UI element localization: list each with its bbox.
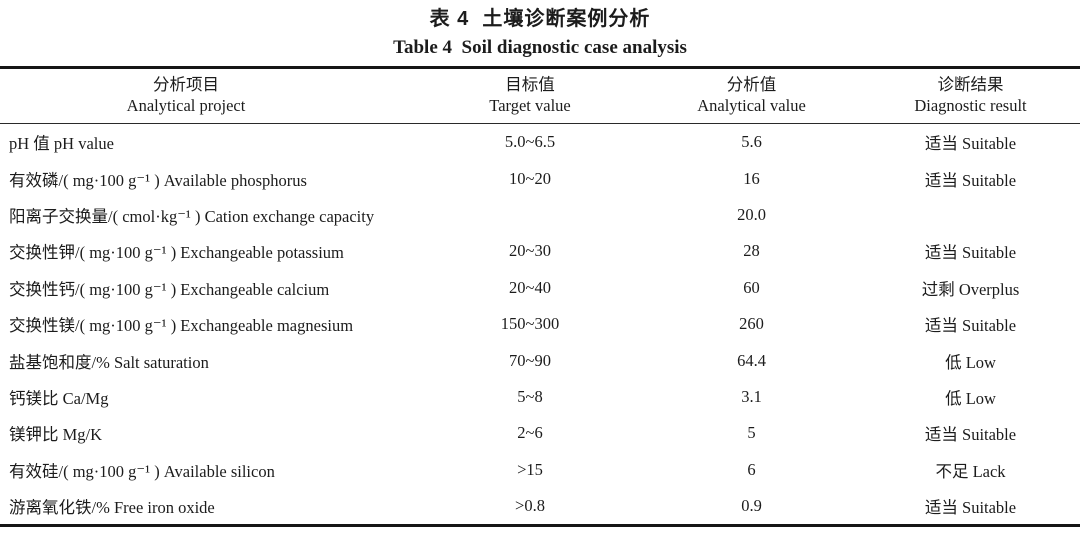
header-en: Analytical project [126, 96, 246, 115]
cell-analytical-project: 有效磷/( mg·100 g⁻¹ ) Available phosphorus [9, 170, 307, 190]
column-header-analytical-project: 分析项目 Analytical project [0, 67, 418, 124]
cell-diagnostic-result: 适当 Suitable [924, 425, 1017, 445]
table-row: 有效磷/( mg·100 g⁻¹ ) Available phosphorus … [0, 160, 1080, 196]
cell-analytical-value: 0.9 [741, 496, 762, 516]
table-row: pH 值 pH value 5.0~6.5 5.6 适当 Suitable [0, 124, 1080, 161]
table-row: 交换性镁/( mg·100 g⁻¹ ) Exchangeable magnesi… [0, 306, 1080, 342]
cell-analytical-project: 镁钾比 Mg/K [9, 425, 103, 445]
cell-analytical-value: 16 [743, 168, 760, 188]
header-cn: 目标值 [505, 75, 555, 94]
cell-target-value: 150~300 [500, 314, 560, 334]
table-body: pH 值 pH value 5.0~6.5 5.6 适当 Suitable 有效… [0, 124, 1080, 526]
table-row: 交换性钾/( mg·100 g⁻¹ ) Exchangeable potassi… [0, 233, 1080, 269]
table-row: 镁钾比 Mg/K 2~6 5 适当 Suitable [0, 415, 1080, 451]
header-cn: 诊断结果 [937, 75, 1004, 94]
table-title-cn: 表 4 土壤诊断案例分析 [429, 8, 651, 30]
cell-target-value: >0.8 [515, 496, 545, 516]
table-title-en: Table 4 Soil diagnostic case analysis [393, 37, 687, 58]
cell-diagnostic-result: 适当 Suitable [924, 170, 1017, 190]
cell-analytical-value: 20.0 [737, 204, 766, 224]
cell-analytical-project: 盐基饱和度/% Salt saturation [9, 352, 209, 372]
cell-analytical-project: 游离氧化铁/% Free iron oxide [9, 498, 215, 518]
cell-diagnostic-result: 适当 Suitable [924, 316, 1017, 336]
cell-diagnostic-result: 过剩 Overplus [921, 279, 1020, 299]
cell-analytical-project: 阳离子交换量/( cmol·kg⁻¹ ) Cation exchange cap… [9, 206, 375, 226]
cell-analytical-project: 交换性镁/( mg·100 g⁻¹ ) Exchangeable magnesi… [9, 316, 354, 336]
header-en: Target value [489, 96, 571, 115]
cell-diagnostic-result: 适当 Suitable [924, 243, 1017, 263]
column-header-target-value: 目标值 Target value [418, 67, 642, 124]
soil-diagnostic-table: 分析项目 Analytical project 目标值 Target value… [0, 66, 1080, 528]
cell-analytical-project: 交换性钾/( mg·100 g⁻¹ ) Exchangeable potassi… [9, 243, 344, 263]
cell-diagnostic-result [861, 197, 1080, 233]
header-row: 分析项目 Analytical project 目标值 Target value… [0, 67, 1080, 124]
cell-analytical-value: 64.4 [737, 350, 766, 370]
cell-target-value: 70~90 [509, 350, 551, 370]
header-en: Analytical value [697, 96, 806, 115]
table-row: 有效硅/( mg·100 g⁻¹ ) Available silicon >15… [0, 452, 1080, 488]
cell-target-value: >15 [517, 459, 543, 479]
cell-diagnostic-result: 低 Low [945, 352, 996, 372]
table-row: 盐基饱和度/% Salt saturation 70~90 64.4 低 Low [0, 342, 1080, 378]
header-cn: 分析值 [726, 75, 777, 94]
cell-target-value: 2~6 [517, 423, 543, 443]
cell-diagnostic-result: 不足 Lack [935, 461, 1006, 481]
cell-diagnostic-result: 适当 Suitable [924, 134, 1017, 154]
cell-diagnostic-result: 适当 Suitable [924, 498, 1017, 518]
cell-target-value: 20~40 [509, 277, 551, 297]
header-cn: 分析项目 [153, 75, 219, 94]
cell-analytical-project: 有效硅/( mg·100 g⁻¹ ) Available silicon [9, 461, 275, 481]
cell-analytical-value: 28 [743, 241, 760, 261]
cell-target-value: 5.0~6.5 [504, 132, 556, 152]
cell-target-value [418, 197, 642, 233]
cell-target-value: 5~8 [517, 386, 543, 406]
cell-analytical-value: 3.1 [741, 386, 762, 406]
table-row: 钙镁比 Ca/Mg 5~8 3.1 低 Low [0, 379, 1080, 415]
cell-analytical-value: 60 [743, 277, 760, 297]
cell-analytical-value: 5.6 [741, 132, 762, 152]
cell-target-value: 20~30 [509, 241, 551, 261]
cell-target-value: 10~20 [509, 168, 551, 188]
table-header: 分析项目 Analytical project 目标值 Target value… [0, 67, 1080, 124]
cell-analytical-project: 交换性钙/( mg·100 g⁻¹ ) Exchangeable calcium [9, 279, 330, 299]
cell-analytical-value: 260 [739, 314, 764, 334]
cell-analytical-value: 5 [747, 423, 756, 443]
cell-analytical-value: 6 [747, 459, 756, 479]
cell-diagnostic-result: 低 Low [945, 388, 996, 408]
column-header-diagnostic-result: 诊断结果 Diagnostic result [861, 67, 1080, 124]
header-en: Diagnostic result [914, 96, 1027, 115]
table-row: 交换性钙/( mg·100 g⁻¹ ) Exchangeable calcium… [0, 270, 1080, 306]
table-row: 游离氧化铁/% Free iron oxide >0.8 0.9 适当 Suit… [0, 488, 1080, 526]
table-row: 阳离子交换量/( cmol·kg⁻¹ ) Cation exchange cap… [0, 197, 1080, 233]
cell-analytical-project: pH 值 pH value [9, 134, 114, 154]
column-header-analytical-value: 分析值 Analytical value [642, 67, 861, 124]
cell-analytical-project: 钙镁比 Ca/Mg [9, 388, 109, 408]
